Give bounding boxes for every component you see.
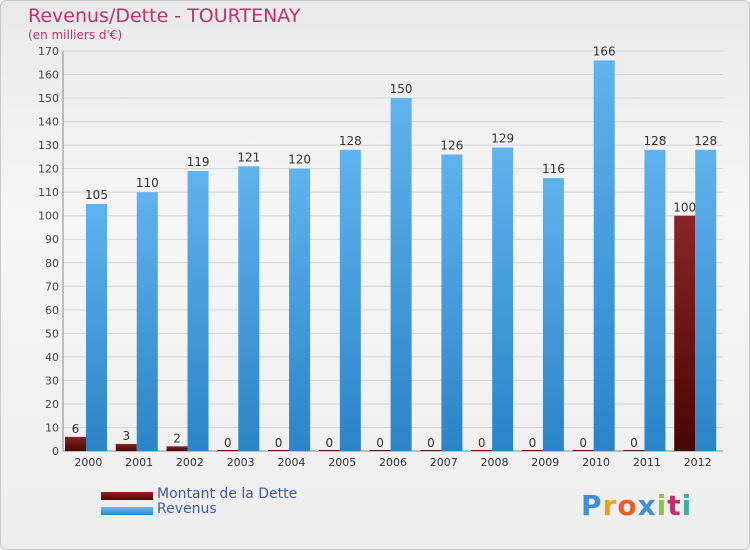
data-label-dette: 0 <box>478 436 486 450</box>
y-tick-label: 30 <box>45 374 59 387</box>
bar-dette <box>674 215 696 451</box>
logo-letter: o <box>617 489 638 522</box>
chart-title: Revenus/Dette - TOURTENAY <box>28 5 301 27</box>
y-tick-label: 20 <box>45 398 59 411</box>
x-tick-label: 2012 <box>684 456 712 469</box>
x-tick-label: 2007 <box>430 456 458 469</box>
data-label-revenus: 126 <box>440 139 463 153</box>
bar-revenus <box>593 60 615 451</box>
x-tick-label: 2002 <box>176 456 204 469</box>
y-tick-label: 80 <box>45 257 59 270</box>
data-label-dette: 6 <box>72 422 80 436</box>
data-label-revenus: 110 <box>136 176 159 190</box>
bar-revenus <box>644 149 666 451</box>
data-label-revenus: 166 <box>593 44 616 58</box>
data-label-revenus: 128 <box>644 134 667 148</box>
data-label-dette: 0 <box>224 436 232 450</box>
legend-swatch-revenus <box>101 507 153 515</box>
bar-dette <box>166 446 188 451</box>
data-label-dette: 0 <box>579 436 587 450</box>
bar-dette <box>471 450 493 451</box>
data-label-revenus: 129 <box>491 131 514 145</box>
y-tick-label: 0 <box>52 445 59 458</box>
bar-dette <box>623 450 645 451</box>
y-tick-label: 90 <box>45 233 59 246</box>
data-label-dette: 0 <box>376 436 384 450</box>
bar-revenus <box>339 149 361 451</box>
bar-revenus <box>695 149 717 451</box>
bar-revenus <box>441 154 463 451</box>
y-tick-label: 50 <box>45 327 59 340</box>
bar-dette <box>572 450 594 451</box>
bar-revenus <box>542 178 564 451</box>
bar-dette <box>420 450 442 451</box>
logo-letter: x <box>637 489 657 522</box>
bar-revenus <box>136 192 158 452</box>
data-label-revenus: 150 <box>390 82 413 96</box>
y-tick-label: 130 <box>38 139 59 152</box>
y-tick-label: 110 <box>38 186 59 199</box>
data-label-dette: 2 <box>173 431 181 445</box>
y-tick-label: 40 <box>45 351 59 364</box>
y-tick-label: 10 <box>45 421 59 434</box>
data-label-revenus: 121 <box>237 150 260 164</box>
bar-dette <box>268 450 290 451</box>
logo-letter: r <box>602 489 618 522</box>
y-tick-label: 140 <box>38 116 59 129</box>
y-tick-label: 100 <box>38 210 59 223</box>
x-tick-label: 2003 <box>227 456 255 469</box>
bar-revenus <box>492 147 514 451</box>
x-tick-label: 2005 <box>328 456 356 469</box>
chart-subtitle: (en milliers d'€) <box>28 28 123 42</box>
bar-dette <box>217 450 239 451</box>
data-label-dette: 0 <box>529 436 537 450</box>
y-tick-label: 70 <box>45 280 59 293</box>
data-label-revenus: 105 <box>85 188 108 202</box>
bar-revenus <box>289 168 311 451</box>
x-tick-label: 2011 <box>633 456 661 469</box>
y-tick-label: 60 <box>45 304 59 317</box>
legend-label-dette: Montant de la Dette <box>157 486 298 502</box>
data-label-dette: 3 <box>122 429 130 443</box>
x-tick-label: 2010 <box>582 456 610 469</box>
legend-swatch-dette <box>101 492 153 500</box>
data-label-dette: 100 <box>673 201 696 215</box>
logo-letter: P <box>581 489 603 522</box>
proxiti-logo: Proxiti <box>581 489 692 522</box>
bar-revenus <box>187 171 209 451</box>
data-label-dette: 0 <box>326 436 334 450</box>
logo-letter: i <box>656 489 668 522</box>
bar-dette <box>521 450 543 451</box>
data-label-dette: 0 <box>427 436 435 450</box>
data-label-revenus: 128 <box>694 134 717 148</box>
x-tick-label: 2004 <box>277 456 305 469</box>
y-tick-label: 170 <box>38 45 59 58</box>
y-tick-label: 160 <box>38 69 59 82</box>
x-tick-label: 2006 <box>379 456 407 469</box>
legend-label-revenus: Revenus <box>157 501 217 517</box>
bar-dette <box>318 450 340 451</box>
bar-dette <box>369 450 391 451</box>
x-tick-label: 2009 <box>531 456 559 469</box>
data-label-dette: 0 <box>275 436 283 450</box>
data-label-revenus: 120 <box>288 153 311 167</box>
bar-revenus <box>390 98 412 451</box>
bar-dette <box>115 443 137 451</box>
bar-revenus <box>238 166 260 451</box>
data-label-revenus: 119 <box>187 155 210 169</box>
y-tick-label: 150 <box>38 92 59 105</box>
x-tick-label: 2000 <box>74 456 102 469</box>
logo-letter: i <box>681 489 693 522</box>
data-label-dette: 0 <box>630 436 638 450</box>
x-tick-label: 2008 <box>481 456 509 469</box>
bar-dette <box>65 436 86 451</box>
x-tick-label: 2001 <box>125 456 153 469</box>
y-tick-label: 120 <box>38 163 59 176</box>
data-label-revenus: 116 <box>542 162 565 176</box>
bar-revenus <box>86 203 107 451</box>
data-label-revenus: 128 <box>339 134 362 148</box>
logo-letter: t <box>667 489 682 522</box>
